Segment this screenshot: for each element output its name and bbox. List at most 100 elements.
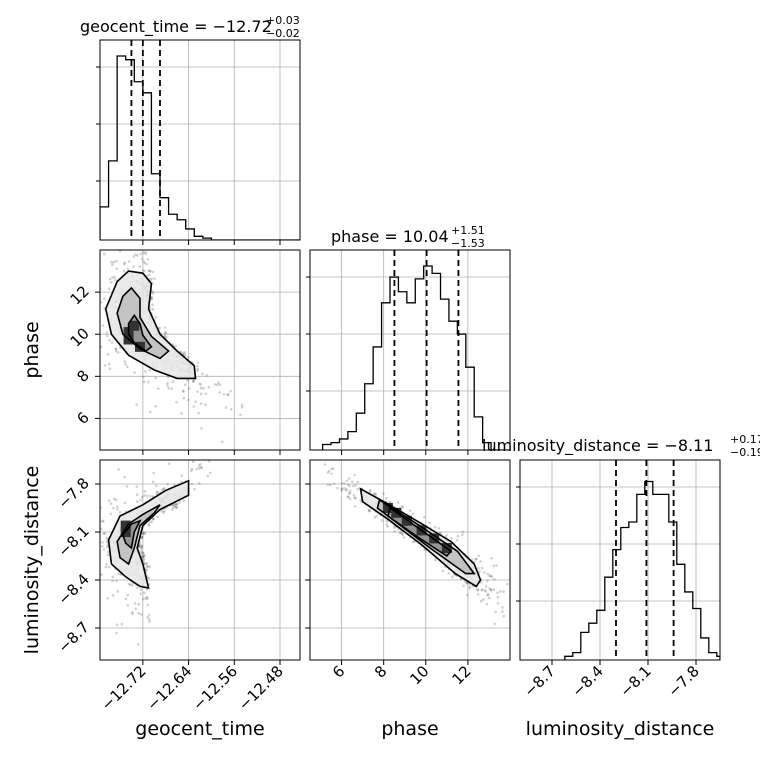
scatter-point bbox=[218, 383, 222, 386]
scatter-point bbox=[115, 267, 119, 270]
scatter-point bbox=[111, 263, 114, 267]
scatter-point bbox=[558, 655, 561, 658]
scatter-point bbox=[155, 490, 158, 494]
scatter-point bbox=[114, 278, 117, 282]
x-tick-label: −12.72 bbox=[98, 662, 150, 714]
scatter-point bbox=[139, 547, 143, 551]
y-tick-label: 8 bbox=[73, 366, 92, 385]
scatter-point bbox=[145, 568, 149, 572]
scatter-point bbox=[96, 556, 99, 559]
scatter-point bbox=[162, 487, 165, 491]
scatter-point bbox=[476, 588, 480, 591]
scatter-point bbox=[466, 593, 469, 597]
scatter-point bbox=[174, 344, 177, 348]
scatter-point bbox=[117, 468, 120, 471]
scatter-point bbox=[171, 508, 174, 512]
scatter-point bbox=[327, 469, 331, 473]
scatter-point bbox=[501, 610, 504, 613]
scatter-point bbox=[353, 496, 356, 500]
scatter-point bbox=[215, 383, 219, 387]
scatter-point bbox=[114, 349, 118, 353]
scatter-point bbox=[345, 488, 349, 491]
contour-inner bbox=[127, 313, 153, 353]
scatter-point bbox=[428, 521, 431, 525]
scatter-point bbox=[145, 595, 149, 599]
scatter-point bbox=[479, 599, 483, 603]
scatter-point bbox=[186, 379, 189, 382]
scatter-point bbox=[501, 606, 504, 609]
scatter-point bbox=[125, 241, 128, 244]
scatter-point bbox=[139, 498, 142, 502]
scatter-point bbox=[204, 392, 208, 396]
scatter-point bbox=[154, 316, 158, 319]
scatter-point bbox=[132, 255, 136, 258]
scatter-point bbox=[186, 355, 190, 359]
scatter-point bbox=[90, 241, 93, 244]
scatter-point bbox=[324, 456, 327, 459]
scatter-point bbox=[147, 524, 151, 527]
scatter-point bbox=[142, 380, 146, 384]
scatter-point bbox=[133, 602, 137, 605]
hist-panel-phase bbox=[306, 249, 511, 455]
scatter-point bbox=[513, 619, 516, 622]
scatter-point bbox=[209, 447, 212, 450]
scatter-point bbox=[183, 351, 187, 354]
title-phase-plus: +1.51 bbox=[451, 224, 485, 237]
scatter-point bbox=[102, 548, 106, 551]
scatter-point bbox=[136, 586, 139, 590]
scatter-point bbox=[192, 378, 196, 382]
scatter-point bbox=[175, 503, 179, 506]
scatter-point bbox=[100, 527, 103, 531]
scatter-point bbox=[155, 484, 158, 487]
scatter-point bbox=[138, 265, 142, 268]
scatter-point bbox=[465, 582, 469, 585]
scatter-point bbox=[92, 521, 95, 524]
scatter-point bbox=[135, 500, 139, 504]
scatter-point bbox=[367, 509, 371, 513]
scatter-point bbox=[480, 588, 484, 592]
scatter-point bbox=[127, 260, 131, 263]
scatter-point bbox=[537, 597, 540, 600]
title-geocent-time-minus: −0.02 bbox=[266, 27, 300, 40]
scatter-point bbox=[445, 534, 448, 537]
scatter-point bbox=[126, 604, 130, 607]
scatter-point bbox=[97, 314, 100, 317]
scatter-point bbox=[486, 579, 489, 583]
scatter-point bbox=[385, 522, 389, 526]
scatter-point bbox=[199, 462, 202, 466]
scatter-point bbox=[493, 577, 496, 581]
scatter-point bbox=[180, 474, 183, 478]
scatter-point bbox=[163, 326, 167, 329]
panel-content bbox=[310, 451, 561, 660]
scatter-point bbox=[489, 574, 493, 578]
scatter-point bbox=[468, 585, 472, 588]
scatter-point bbox=[375, 514, 378, 518]
scatter-point bbox=[384, 496, 388, 500]
scatter-point bbox=[93, 309, 96, 312]
x-tick-label: −8.1 bbox=[616, 662, 654, 700]
scatter-point bbox=[146, 597, 149, 600]
scatter-point bbox=[143, 554, 146, 557]
density-fill-middle bbox=[117, 504, 160, 564]
scatter-point bbox=[197, 464, 201, 467]
scatter-point bbox=[140, 257, 144, 261]
scatter-point bbox=[103, 201, 106, 204]
scatter-point bbox=[96, 568, 99, 571]
scatter-point bbox=[343, 487, 346, 490]
scatter-point bbox=[229, 407, 233, 411]
scatter-point bbox=[322, 451, 325, 454]
scatter-point bbox=[144, 252, 148, 256]
scatter-point bbox=[148, 269, 151, 273]
scatter-point bbox=[455, 538, 459, 542]
scatter-point bbox=[114, 347, 118, 351]
histogram-phase bbox=[321, 265, 510, 450]
scatter-point bbox=[329, 483, 332, 487]
scatter-point bbox=[150, 296, 154, 299]
scatter-point bbox=[213, 383, 217, 386]
scatter-point bbox=[142, 532, 145, 536]
xlabel-luminosity-distance: luminosity_distance bbox=[526, 718, 715, 740]
scatter-point bbox=[147, 269, 151, 272]
scatter-point bbox=[147, 613, 151, 617]
scatter-point bbox=[198, 482, 201, 485]
scatter-point bbox=[145, 262, 149, 266]
